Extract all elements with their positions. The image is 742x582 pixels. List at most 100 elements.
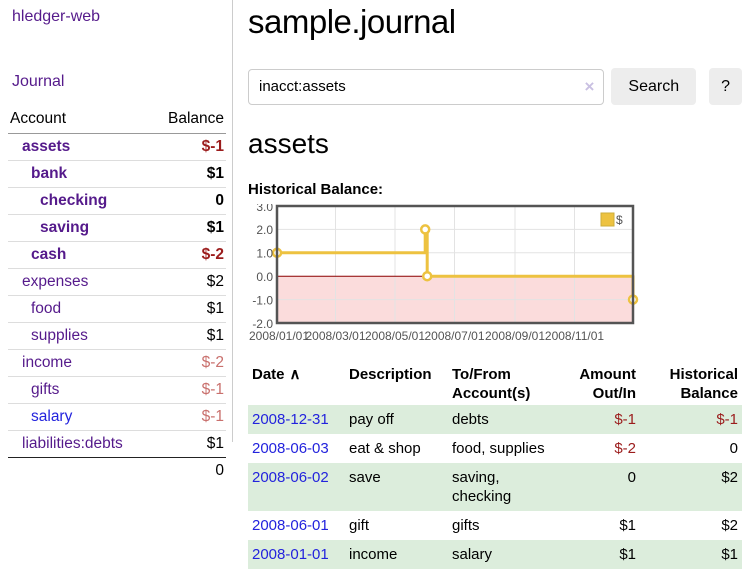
accounts-total-row: 0 <box>8 457 226 484</box>
account-balance: $-1 <box>152 403 226 431</box>
account-link-cash[interactable]: cash <box>31 246 67 263</box>
chart-y-ticks: 3.0 2.0 1.0 0.0 -1.0 -2.0 <box>252 204 273 331</box>
account-link-food[interactable]: food <box>31 300 62 317</box>
account-balance: $-1 <box>152 376 226 404</box>
account-balance: $1 <box>152 295 226 323</box>
header-amount-line1: Amount <box>579 366 636 383</box>
account-balance: $1 <box>152 160 226 188</box>
account-link-supplies[interactable]: supplies <box>31 327 88 344</box>
svg-text:2008/05/01: 2008/05/01 <box>365 329 425 343</box>
transaction-balance: 0 <box>729 440 738 457</box>
account-row: expenses $2 <box>8 268 226 296</box>
account-row: gifts $-1 <box>8 376 226 404</box>
transaction-balance: $2 <box>721 469 738 486</box>
account-balance: $-2 <box>152 349 226 377</box>
help-button[interactable]: ? <box>709 68 742 105</box>
legend-label: $ <box>616 213 623 227</box>
sidebar-item-journal[interactable]: Journal <box>12 73 65 90</box>
transaction-accounts: food, supplies <box>452 440 545 457</box>
account-row: salary $-1 <box>8 403 226 431</box>
main-content: sample.journal × Search ? assets Histori… <box>248 0 742 569</box>
chart-heading: Historical Balance: <box>248 181 384 198</box>
account-balance: $-2 <box>152 241 226 269</box>
search-bar: × Search ? <box>248 68 742 105</box>
header-amount-line2: Out/In <box>592 385 636 402</box>
account-link-saving[interactable]: saving <box>40 219 90 236</box>
svg-text:2008/07/01: 2008/07/01 <box>424 329 484 343</box>
accounts-total-value: 0 <box>152 457 226 484</box>
sort-ascending-icon: ∧ <box>289 366 301 383</box>
transaction-balance: $-1 <box>716 411 738 428</box>
account-row: bank $1 <box>8 160 226 188</box>
account-balance: $1 <box>152 214 226 242</box>
svg-text:2008/01/01: 2008/01/01 <box>249 329 309 343</box>
transaction-row: 2008-12-31 pay off debts $-1 $-1 <box>248 405 742 434</box>
account-balance: 0 <box>152 187 226 215</box>
header-tofrom-line2: Account(s) <box>452 385 531 402</box>
transactions-header-row: Date ∧ Description To/From Account(s) Amo… <box>248 361 742 405</box>
account-link-gifts[interactable]: gifts <box>31 381 60 398</box>
header-tofrom-line1: To/From <box>452 366 511 383</box>
svg-text:-2.0: -2.0 <box>252 317 273 331</box>
transaction-date-link[interactable]: 2008-06-01 <box>252 517 329 534</box>
transaction-accounts: debts <box>452 411 489 428</box>
header-date[interactable]: Date ∧ <box>248 361 345 405</box>
header-hist-line2: Balance <box>680 385 738 402</box>
legend-swatch <box>600 212 615 227</box>
transaction-date-link[interactable]: 2008-12-31 <box>252 411 329 428</box>
svg-text:2008/11/01: 2008/11/01 <box>545 329 604 343</box>
account-link-income[interactable]: income <box>22 354 72 371</box>
header-historical-balance: Historical Balance <box>640 361 742 405</box>
header-description: Description <box>349 366 432 383</box>
transaction-date-link[interactable]: 2008-06-02 <box>252 469 329 486</box>
svg-text:0.0: 0.0 <box>256 270 273 284</box>
historical-balance-chart: $ 3.0 2.0 1.0 0.0 -1.0 -2.0 2008/01/01 2… <box>249 204 639 343</box>
account-balance: $-1 <box>201 138 224 155</box>
svg-text:3.0: 3.0 <box>256 204 273 214</box>
search-button[interactable]: Search <box>611 68 697 105</box>
transaction-description: gift <box>349 517 370 534</box>
header-tofrom-accounts: To/From Account(s) <box>448 361 560 405</box>
transaction-row: 2008-06-03 eat & shop food, supplies $-2… <box>248 434 742 463</box>
transaction-amount: $1 <box>619 546 636 563</box>
account-row: checking 0 <box>8 187 226 215</box>
account-row: cash $-2 <box>8 241 226 269</box>
chart-border <box>275 204 635 325</box>
account-row: assets $-1 <box>8 134 226 161</box>
search-input[interactable] <box>248 68 605 105</box>
clear-search-icon[interactable]: × <box>584 76 595 96</box>
transaction-amount: $-2 <box>614 440 636 457</box>
account-row: food $1 <box>8 295 226 323</box>
header-amount-outin: Amount Out/In <box>560 361 640 405</box>
account-balance: $2 <box>152 268 226 296</box>
sidebar: hledger-web Journal Account Balance asse… <box>0 0 233 484</box>
transaction-description: income <box>349 546 398 563</box>
transaction-balance: $2 <box>721 517 738 534</box>
account-link-salary[interactable]: salary <box>31 408 73 425</box>
header-date-label: Date <box>252 366 285 383</box>
account-link-liabilities-debts[interactable]: liabilities:debts <box>22 435 123 452</box>
account-heading: assets <box>248 128 329 159</box>
account-link-bank[interactable]: bank <box>31 165 68 182</box>
transaction-date-link[interactable]: 2008-06-03 <box>252 440 329 457</box>
account-link-checking[interactable]: checking <box>40 192 108 209</box>
svg-text:2008/03/01: 2008/03/01 <box>305 329 365 343</box>
transaction-amount: 0 <box>627 469 636 486</box>
account-link-expenses[interactable]: expenses <box>22 273 89 290</box>
transaction-balance: $1 <box>721 546 738 563</box>
transactions-table: Date ∧ Description To/From Account(s) Amo… <box>248 361 742 569</box>
transaction-date-link[interactable]: 2008-01-01 <box>252 546 329 563</box>
chart-x-ticks: 2008/01/01 2008/03/01 2008/05/01 2008/07… <box>249 329 604 343</box>
transaction-row: 2008-06-01 gift gifts $1 $2 <box>248 511 742 540</box>
transaction-row: 2008-06-02 save saving, checking 0 $2 <box>248 463 742 511</box>
transaction-description: save <box>349 469 381 486</box>
transaction-amount: $-1 <box>614 411 636 428</box>
account-row: income $-2 <box>8 349 226 377</box>
transaction-accounts: saving, checking <box>452 469 512 505</box>
brand-link[interactable]: hledger-web <box>12 8 101 25</box>
transaction-amount: $1 <box>619 517 636 534</box>
svg-text:2008/09/01: 2008/09/01 <box>485 329 545 343</box>
account-link-assets[interactable]: assets <box>22 138 71 155</box>
transaction-accounts: gifts <box>452 517 480 534</box>
accounts-header-balance: Balance <box>152 107 226 134</box>
